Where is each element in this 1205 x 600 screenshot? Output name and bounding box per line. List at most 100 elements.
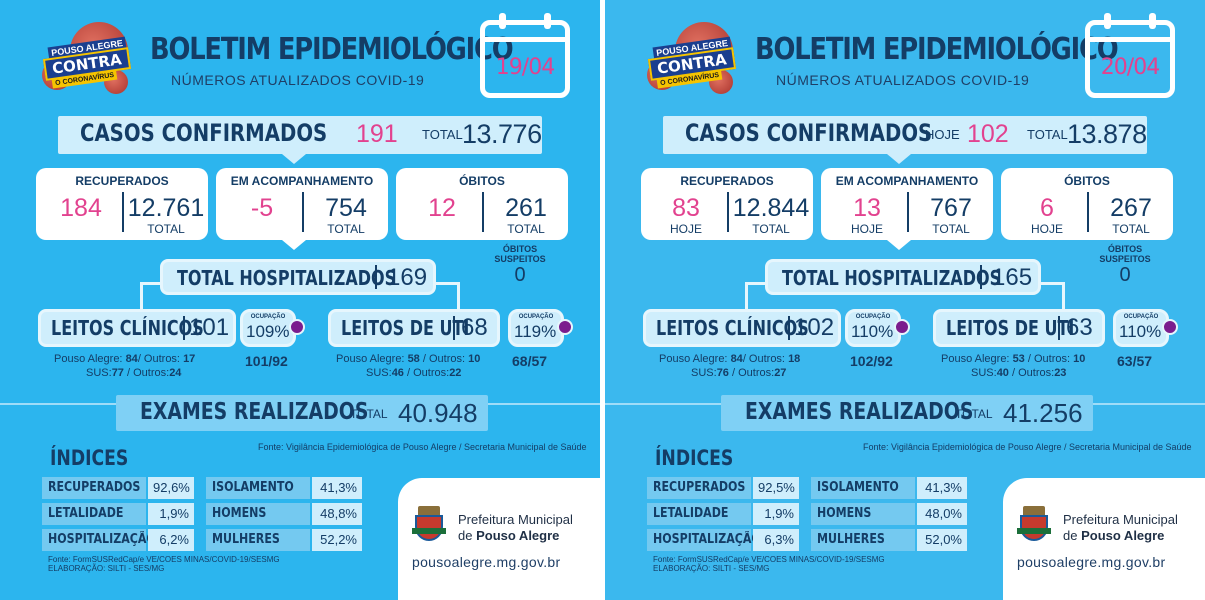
bulletin-date: 19/04 [495, 55, 555, 80]
recuperados-hoje-label: HOJE [669, 222, 702, 236]
leitos-uti-label: LEITOS DE UTI [341, 316, 470, 340]
campaign-logo: POUSO ALEGRE CONTRA O CORONAVÍRUS [647, 20, 736, 100]
recuperados-total-label: TOTAL [147, 222, 185, 236]
prefeitura-url[interactable]: pousoalegre.mg.gov.br [412, 554, 561, 570]
recuperados-card: RECUPERADOS 184 12.761 TOTAL [36, 168, 208, 240]
casos-total-value: 13.878 [1067, 119, 1147, 149]
casos-confirmados-bar: CASOS CONFIRMADOS 191 TOTAL 13.776 [58, 116, 542, 154]
city-crest-icon [1017, 506, 1051, 546]
indice-isolamento: ISOLAMENTO 41,3% [206, 477, 362, 499]
prefeitura-url[interactable]: pousoalegre.mg.gov.br [1017, 554, 1166, 570]
pointer-arrow [887, 240, 911, 250]
indice-letalidade: LETALIDADE 1,9% [647, 503, 799, 525]
campaign-logo: POUSO ALEGRE CONTRA O CORONAVÍRUS [42, 20, 131, 100]
leitos-uti-bar: LEITOS DE UTI 63 [933, 309, 1105, 347]
ocupacao-label: OCUPAÇÃO [855, 314, 891, 320]
indice-recuperados: RECUPERADOS 92,5% [647, 477, 799, 499]
fonte2-text: Fonte: FormSUSRedCap/e VE/COES MINAS/COV… [653, 555, 885, 573]
hospitalizados-label: TOTAL HOSPITALIZADOS [177, 266, 397, 290]
leitos-clinicos-line2: SUS:77 / Outros:24 [86, 367, 182, 379]
casos-label: CASOS CONFIRMADOS [80, 119, 328, 147]
indice-hospitalizacao: HOSPITALIZAÇÃO 6,3% [647, 529, 799, 551]
leitos-uti-ocupacao: OCUPAÇÃO 110% [1113, 309, 1169, 347]
prefeitura-line1: Prefeitura Municipal [1063, 512, 1178, 527]
leitos-clinicos-label: LEITOS CLÍNICOS [51, 316, 204, 340]
acompanhamento-title: EM ACOMPANHAMENTO [835, 174, 979, 188]
obitos-suspeitos-value: 0 [1119, 264, 1131, 286]
acompanhamento-title: EM ACOMPANHAMENTO [230, 174, 374, 188]
exames-label: EXAMES REALIZADOS [745, 399, 974, 425]
exames-total-value: 40.948 [398, 398, 478, 428]
acompanhamento-card: EM ACOMPANHAMENTO 13 HOJE 767 TOTAL [821, 168, 993, 240]
page-title: BOLETIM EPIDEMIOLÓGICO [755, 32, 1119, 67]
leitos-uti-value: 63 [1066, 314, 1093, 341]
obitos-total: 261 [505, 194, 547, 222]
acompanhamento-hoje: -5 [250, 194, 274, 222]
obitos-hoje-label: HOJE [1030, 222, 1063, 236]
acompanhamento-hoje-label: HOJE [850, 222, 883, 236]
exames-label: EXAMES REALIZADOS [140, 399, 369, 425]
fonte-text: Fonte: Vigilância Epidemiológica de Pous… [258, 442, 587, 452]
obitos-total-label: TOTAL [1112, 222, 1150, 236]
leitos-clinicos-line1: Pouso Alegre: 84/ Outros: 18 [659, 353, 801, 365]
casos-confirmados-bar: CASOS CONFIRMADOS HOJE 102 TOTAL 13.878 [663, 116, 1147, 154]
calendar-icon: 19/04 [480, 13, 570, 98]
recuperados-total: 12.761 [127, 194, 205, 222]
leitos-uti-line2: SUS:40 / Outros:23 [971, 367, 1067, 379]
leitos-clinicos-ocupacao: OCUPAÇÃO 110% [845, 309, 901, 347]
prefeitura-card: Prefeitura Municipal de Pouso Alegre pou… [1003, 478, 1205, 600]
recuperados-hoje: 184 [60, 194, 102, 222]
calendar-icon: 20/04 [1085, 13, 1175, 98]
pointer-arrow [282, 240, 306, 250]
hospitalizados-bar: TOTAL HOSPITALIZADOS 165 [765, 259, 1041, 295]
exames-total-value: 41.256 [1003, 398, 1083, 428]
indice-homens: HOMENS 48,8% [206, 503, 362, 525]
acompanhamento-hoje: 13 [853, 194, 881, 222]
prefeitura-card: Prefeitura Municipal de Pouso Alegre pou… [398, 478, 600, 600]
acompanhamento-total: 767 [930, 194, 972, 222]
ocupacao-value: 109% [246, 322, 290, 341]
pointer-arrow [282, 154, 306, 164]
ocupacao-value: 110% [851, 322, 894, 341]
leitos-clinicos-value: 101 [189, 314, 230, 341]
casos-total-label: TOTAL [1027, 127, 1068, 142]
fonte2-text: Fonte: FormSUSRedCap/e VE/COES MINAS/COV… [48, 555, 280, 573]
casos-label: CASOS CONFIRMADOS [685, 119, 933, 147]
leitos-uti-ocupacao: OCUPAÇÃO 119% [508, 309, 564, 347]
bulletin-date: 20/04 [1100, 55, 1160, 80]
recuperados-title: RECUPERADOS [680, 174, 774, 188]
hospitalizados-value: 169 [387, 264, 428, 291]
casos-hoje-value: 191 [356, 120, 398, 148]
exames-total-label: TOTAL [350, 407, 388, 421]
leitos-clinicos-bar: LEITOS CLÍNICOS 102 [643, 309, 841, 347]
obitos-title: ÓBITOS [459, 174, 505, 188]
obitos-hoje: 6 [1040, 194, 1054, 222]
recuperados-hoje: 83 [672, 194, 700, 222]
leitos-clinicos-line2: SUS:76 / Outros:27 [691, 367, 787, 379]
status-dot-icon [1162, 319, 1178, 335]
city-crest-icon [412, 506, 446, 546]
leitos-uti-line1: Pouso Alegre: 53 / Outros: 10 [941, 353, 1086, 365]
casos-total-value: 13.776 [462, 119, 542, 149]
recuperados-total-label: TOTAL [752, 222, 790, 236]
obitos-suspeitos-label: ÓBITOS SUSPEITOS [1099, 244, 1151, 264]
ocupacao-label: OCUPAÇÃO [250, 314, 286, 320]
recuperados-title: RECUPERADOS [75, 174, 169, 188]
leitos-uti-value: 68 [461, 314, 488, 341]
leitos-uti-line1: Pouso Alegre: 58 / Outros: 10 [336, 353, 481, 365]
page-subtitle: NÚMEROS ATUALIZADOS COVID-19 [776, 72, 1030, 88]
indice-recuperados: RECUPERADOS 92,6% [42, 477, 194, 499]
bulletin-panel-19-04: POUSO ALEGRE CONTRA O CORONAVÍRUS BOLETI… [0, 0, 600, 600]
hospitalizados-label: TOTAL HOSPITALIZADOS [782, 266, 1002, 290]
obitos-suspeitos-value: 0 [514, 264, 526, 286]
prefeitura-line2: de Pouso Alegre [458, 528, 560, 543]
leitos-clinicos-ratio: 102/92 [850, 353, 893, 369]
leitos-uti-bar: LEITOS DE UTI 68 [328, 309, 500, 347]
indice-mulheres: MULHERES 52,2% [206, 529, 362, 551]
page-title: BOLETIM EPIDEMIOLÓGICO [150, 32, 514, 67]
leitos-uti-label: LEITOS DE UTI [946, 316, 1075, 340]
page-subtitle: NÚMEROS ATUALIZADOS COVID-19 [171, 72, 425, 88]
obitos-total-label: TOTAL [507, 222, 545, 236]
obitos-title: ÓBITOS [1064, 174, 1110, 188]
ocupacao-value: 119% [514, 322, 557, 341]
